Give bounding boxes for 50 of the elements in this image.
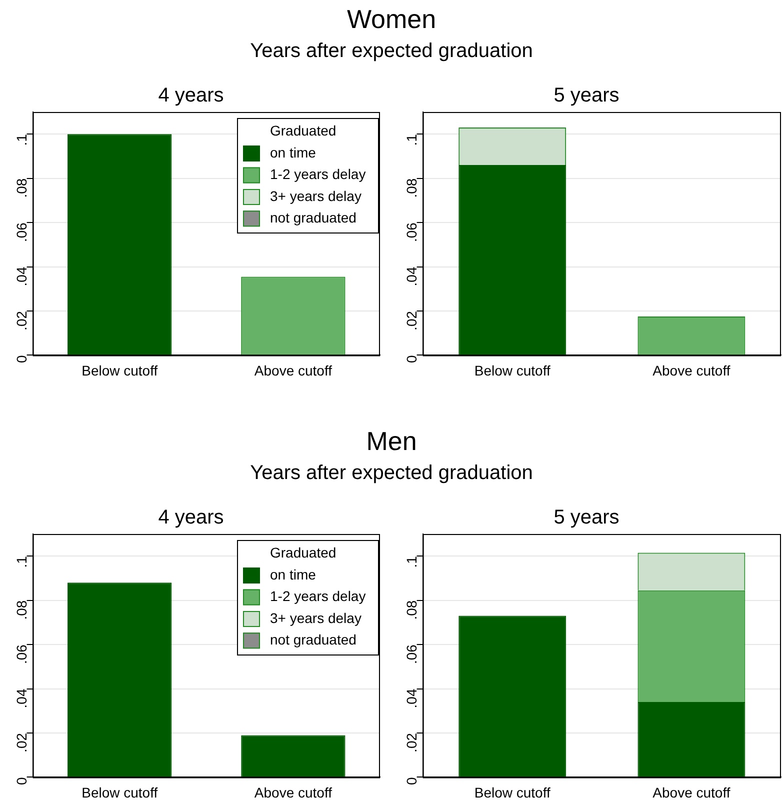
y-tick-label: .02 [14, 732, 30, 752]
legend-label: not graduated [270, 210, 356, 226]
legend-label: not graduated [270, 632, 356, 648]
x-tick-label: Above cutoff [254, 362, 332, 378]
y-tick-label: .04 [14, 688, 30, 708]
text: Women [346, 3, 438, 36]
legend-title: Graduated [270, 544, 336, 561]
text: Years after expected graduation [249, 461, 534, 486]
x-tick-label: Above cutoff [652, 362, 730, 378]
y-tick-label: .06 [404, 644, 420, 664]
x-tick-label: Below cutoff [474, 362, 550, 378]
legend-title: Graduated [270, 122, 336, 139]
y-tick-label: .1 [404, 556, 420, 568]
legend-label: 1-2 years delay [270, 166, 366, 182]
y-tick-label: .02 [404, 732, 420, 752]
chart-title: 4 years [158, 506, 224, 529]
chart-title: 5 years [554, 506, 620, 529]
x-tick-label: Above cutoff [254, 784, 332, 800]
y-tick-label: .02 [14, 310, 30, 330]
y-tick-label: 0 [14, 776, 30, 785]
y-tick-label: .04 [404, 688, 420, 708]
legend-label: 3+ years delay [270, 188, 362, 204]
y-tick-label: .1 [14, 134, 30, 146]
y-tick-label: .08 [404, 178, 420, 198]
y-tick-label: .06 [14, 222, 30, 242]
chart-title: 5 years [554, 84, 620, 107]
y-tick-label: .08 [14, 178, 30, 198]
y-tick-label: .1 [14, 556, 30, 568]
x-tick-label: Below cutoff [82, 362, 158, 378]
y-tick-label: .08 [404, 600, 420, 620]
y-tick-label: 0 [404, 776, 420, 785]
y-tick-label: .06 [404, 222, 420, 242]
text: Years after expected graduation [249, 39, 534, 64]
x-tick-label: Below cutoff [474, 784, 550, 800]
y-tick-label: .08 [14, 600, 30, 620]
legend-label: 1-2 years delay [270, 588, 366, 604]
y-tick-label: .06 [14, 644, 30, 664]
legend-label: 3+ years delay [270, 610, 362, 626]
legend-label: on time [270, 566, 316, 582]
y-tick-label: .04 [14, 266, 30, 286]
x-tick-label: Above cutoff [652, 784, 730, 800]
y-tick-label: 0 [404, 354, 420, 363]
text: Men [365, 425, 418, 458]
x-tick-label: Below cutoff [82, 784, 158, 800]
y-tick-label: 0 [14, 354, 30, 363]
y-tick-label: .1 [404, 134, 420, 146]
y-tick-label: .02 [404, 310, 420, 330]
y-tick-label: .04 [404, 266, 420, 286]
chart-title: 4 years [158, 84, 224, 107]
legend-label: on time [270, 144, 316, 160]
